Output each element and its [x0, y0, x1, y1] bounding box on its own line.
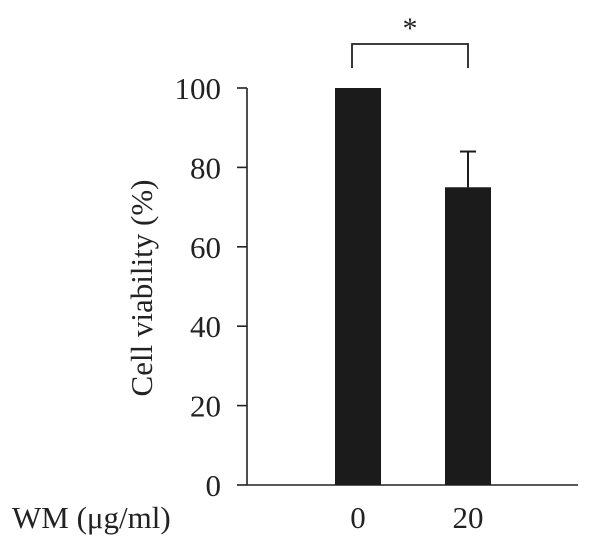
significance-marker: * [403, 12, 418, 45]
x-axis: 0 20 [247, 484, 578, 535]
significance-line [351, 43, 469, 68]
y-tick-label: 40 [190, 309, 221, 344]
bars [335, 88, 491, 485]
x-axis-label: WM (μg/ml) [12, 500, 171, 535]
y-tick-label: 100 [175, 71, 222, 106]
y-tick-label: 0 [206, 468, 222, 503]
y-axis: 0 20 40 60 80 100 [175, 71, 248, 503]
bar-0 [335, 88, 381, 485]
y-tick-label: 60 [190, 230, 221, 265]
x-category-label: 20 [453, 500, 484, 535]
y-tick-label: 20 [190, 389, 221, 424]
error-bars [460, 150, 476, 188]
x-category-label: 0 [350, 500, 366, 535]
y-axis-label: Cell viability (%) [124, 180, 159, 397]
bar-20 [445, 187, 491, 485]
y-tick-label: 80 [190, 150, 221, 185]
significance-bracket: * [351, 12, 469, 68]
